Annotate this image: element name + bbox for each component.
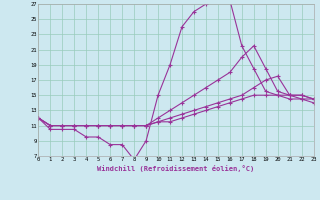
X-axis label: Windchill (Refroidissement éolien,°C): Windchill (Refroidissement éolien,°C) [97,165,255,172]
